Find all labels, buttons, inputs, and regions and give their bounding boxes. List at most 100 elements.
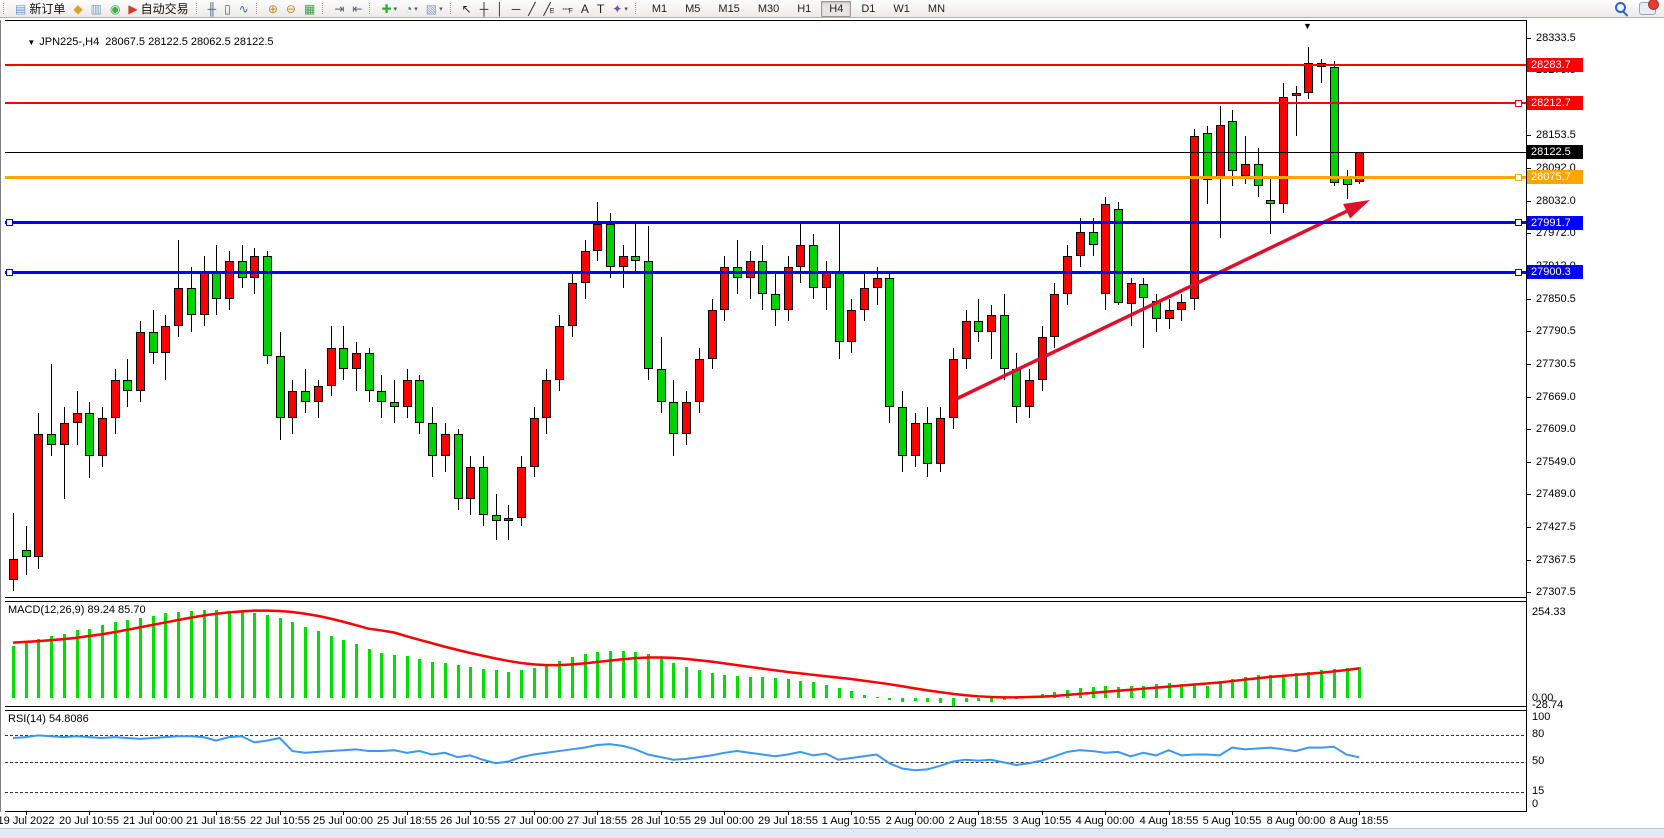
timeframe-m5-button[interactable]: M5 xyxy=(685,2,701,15)
main-price-pane[interactable]: ▼ JPN225-,H4 28067.5 28122.5 28062.5 2812… xyxy=(5,20,1526,598)
indicators-plus-icon: ✚ xyxy=(381,1,392,16)
price-tick-label: 27730.5 xyxy=(1536,357,1576,370)
templates-button[interactable]: ▧ ▾ xyxy=(423,1,446,16)
text-label-button[interactable]: T xyxy=(594,1,607,16)
chart-shift-marker-icon[interactable]: ▼ xyxy=(1303,21,1312,31)
market-watch-button[interactable]: ▥ xyxy=(88,1,105,16)
line-chart-button[interactable]: ∿ xyxy=(236,1,252,16)
timeframe-mn-button[interactable]: MN xyxy=(927,2,946,15)
cursor-button[interactable]: ↖ xyxy=(459,1,475,16)
time-axis[interactable]: 19 Jul 2022 20 Jul 10:55 21 Jul 00:00 21 Ju… xyxy=(0,812,1664,828)
dropdown-arrow-icon[interactable]: ▾ xyxy=(624,5,628,13)
signals-button[interactable]: ◉ xyxy=(107,1,123,16)
macd-histogram-bar xyxy=(317,631,320,699)
candles-chart-button[interactable]: ▯ xyxy=(221,1,234,16)
dropdown-arrow-icon[interactable]: ▾ xyxy=(393,5,398,13)
community-chat-icon[interactable] xyxy=(1639,0,1659,15)
candle xyxy=(276,356,285,419)
trendline-button[interactable]: ╱ xyxy=(525,1,538,16)
line-handle[interactable] xyxy=(1515,174,1522,181)
channel-icon: ╱ xyxy=(543,1,551,16)
rsi-indicator-pane[interactable]: RSI(14) 54.8086 xyxy=(5,710,1526,812)
indicators-button[interactable]: ✚ ▾ xyxy=(378,1,400,16)
timeframe-m1-button[interactable]: M1 xyxy=(651,2,668,15)
text-button[interactable]: A xyxy=(578,1,592,16)
time-tick-label: 27 Jul 00:00 xyxy=(504,815,564,827)
autotrading-button[interactable]: ▶ 自动交易 xyxy=(125,1,191,17)
periods-button[interactable]: ◔ ▾ xyxy=(402,1,421,16)
timeframe-w1-button[interactable]: W1 xyxy=(893,2,910,15)
chart-shift-button[interactable]: ⇤ xyxy=(349,1,365,16)
horizontal-line-27991.7[interactable] xyxy=(5,221,1526,224)
price-tick-label: 27669.0 xyxy=(1536,391,1576,403)
price-axis[interactable]: 28333.528273.528212.528153.528092.028032… xyxy=(1526,20,1664,812)
macd-indicator-pane[interactable]: MACD(12,26,9) 89.24 85.70 xyxy=(5,601,1526,707)
line-handle[interactable] xyxy=(1515,100,1522,107)
macd-histogram-bar xyxy=(736,675,739,699)
gold-button[interactable]: ◆ xyxy=(70,1,85,16)
vertical-line-button[interactable]: │ xyxy=(493,1,507,16)
horizontal-line-button[interactable]: ─ xyxy=(509,1,524,16)
macd-histogram-bar xyxy=(1003,698,1006,701)
candle xyxy=(898,407,907,456)
arrows-button[interactable]: ✦ ▾ xyxy=(609,1,631,16)
candle xyxy=(720,266,729,311)
horizontal-line-28122.5[interactable] xyxy=(5,152,1526,153)
trend-arrow[interactable] xyxy=(5,21,1526,597)
zoom-in-button[interactable]: ⊕ xyxy=(265,1,281,16)
one-click-toggle-icon[interactable]: ▼ xyxy=(27,38,36,47)
line-handle[interactable] xyxy=(1515,219,1522,226)
line-handle[interactable] xyxy=(1515,269,1522,276)
timeframe-d1-button[interactable]: D1 xyxy=(861,2,876,15)
horizontal-line-28075.7[interactable] xyxy=(5,176,1526,179)
dropdown-arrow-icon[interactable]: ▾ xyxy=(414,5,418,13)
macd-histogram-bar xyxy=(1269,675,1272,699)
time-tick-label: 22 Jul 10:55 xyxy=(250,815,310,827)
macd-histogram-bar xyxy=(1320,669,1323,699)
horizontal-line-28283.7[interactable] xyxy=(5,64,1526,66)
time-tick-mark xyxy=(597,812,598,815)
macd-histogram-bar xyxy=(12,646,15,699)
time-tick-label: 26 Jul 10:55 xyxy=(440,815,500,827)
candle xyxy=(1292,92,1301,97)
candle xyxy=(974,320,983,332)
signal-icon: ◉ xyxy=(109,1,121,16)
line-handle[interactable] xyxy=(6,269,13,276)
candle xyxy=(123,380,132,392)
timeframe-m30-button[interactable]: M30 xyxy=(757,2,780,15)
zoom-in-icon: ⊕ xyxy=(267,1,278,16)
horizontal-line-28212.7[interactable] xyxy=(5,102,1526,104)
zoom-out-button[interactable]: ⊖ xyxy=(283,1,299,16)
candle xyxy=(530,418,539,467)
price-badge: 27991.7 xyxy=(1527,215,1583,230)
horizontal-line-27900.3[interactable] xyxy=(5,271,1526,274)
new-order-button[interactable]: ▤ 新订单 xyxy=(12,1,68,17)
timeframe-h4-button[interactable]: H4 xyxy=(821,0,852,17)
macd-histogram-bar xyxy=(101,625,104,699)
search-icon[interactable] xyxy=(1614,1,1629,16)
channel-button[interactable]: ╱ E xyxy=(540,1,557,16)
candle xyxy=(1050,293,1059,338)
time-tick-label: 19 Jul 2022 xyxy=(0,815,55,827)
macd-histogram-bar xyxy=(393,654,396,699)
fibonacci-button[interactable]: ┄ F xyxy=(559,1,576,16)
toolbar-right-icons xyxy=(1614,0,1659,16)
crosshair-button[interactable]: ┼ xyxy=(477,1,492,16)
timeframe-m15-button[interactable]: M15 xyxy=(718,2,740,15)
macd-histogram-bar xyxy=(355,644,358,699)
candle-wick xyxy=(178,239,179,338)
toolbar-grip xyxy=(322,3,326,14)
macd-histogram-bar xyxy=(88,628,91,699)
auto-scroll-button[interactable]: ⇥ xyxy=(331,1,347,16)
timeframe-h1-button[interactable]: H1 xyxy=(797,2,812,15)
macd-histogram-bar xyxy=(215,609,218,699)
macd-scale-label: 0.00 xyxy=(1532,692,1554,704)
line-handle[interactable] xyxy=(6,219,13,226)
dropdown-arrow-icon[interactable]: ▾ xyxy=(439,5,443,13)
bars-chart-button[interactable]: ╫ xyxy=(205,1,220,16)
tile-windows-button[interactable]: ▦ xyxy=(301,1,318,16)
time-tick-label: 4 Aug 00:00 xyxy=(1075,815,1135,827)
candle xyxy=(568,283,577,327)
candle xyxy=(758,261,767,294)
macd-histogram-bar xyxy=(190,610,193,699)
